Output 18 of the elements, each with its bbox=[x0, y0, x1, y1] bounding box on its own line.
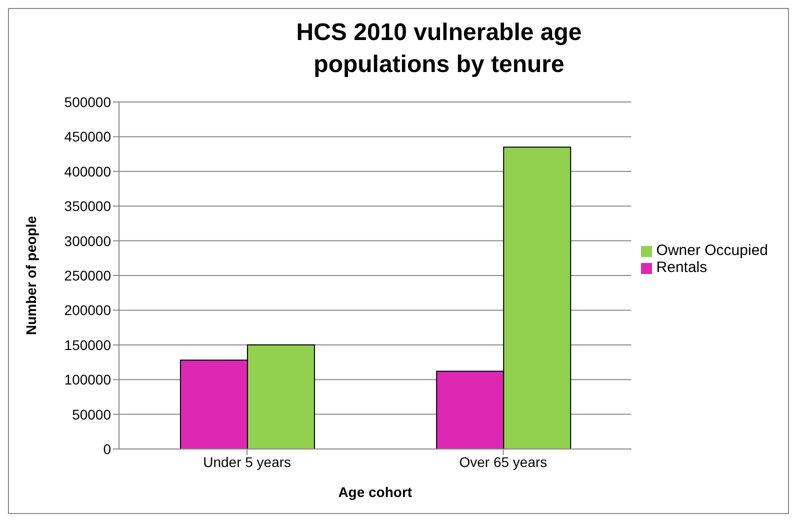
y-tick-label: 50000 bbox=[72, 406, 112, 422]
y-tick-label: 450000 bbox=[64, 128, 112, 145]
y-tick-label: 100000 bbox=[64, 372, 112, 388]
y-tick-label: 500000 bbox=[64, 94, 112, 110]
chart-title: HCS 2010 vulnerable age populations by tenure bbox=[295, 18, 583, 80]
y-tick-label: 150000 bbox=[64, 336, 112, 353]
y-tick-label: 250000 bbox=[64, 267, 112, 284]
y-tick-label: 0 bbox=[103, 440, 112, 457]
y-tick-label: 300000 bbox=[64, 232, 112, 249]
x-tick-label: Under 5 years bbox=[203, 454, 292, 470]
legend-label: Rentals bbox=[656, 259, 708, 276]
y-tick-label: 350000 bbox=[64, 198, 112, 214]
legend-label: Owner Occupied bbox=[656, 242, 768, 259]
y-axis-title: Number of people bbox=[22, 216, 39, 336]
x-axis-title: Age cohort bbox=[338, 484, 412, 500]
y-tick-label: 200000 bbox=[64, 302, 112, 318]
x-tick-label: Over 65 years bbox=[459, 454, 548, 470]
y-tick-label: 400000 bbox=[64, 163, 112, 180]
